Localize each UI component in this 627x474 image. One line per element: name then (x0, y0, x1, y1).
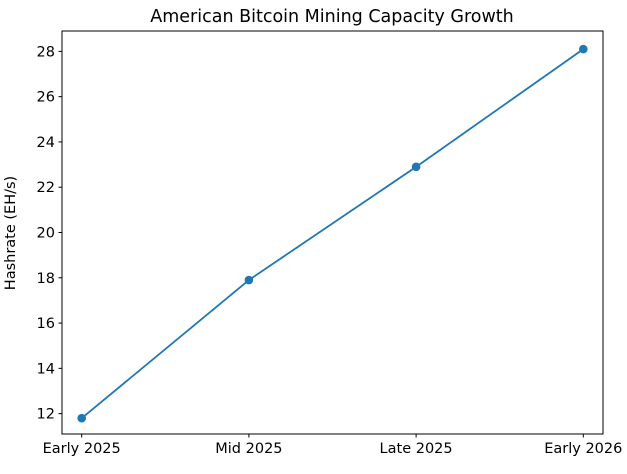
x-tick-label: Mid 2025 (215, 441, 282, 457)
trend-line (80, 48, 585, 420)
y-axis-label: Hashrate (EH/s) (3, 176, 19, 290)
data-point-marker (411, 162, 421, 172)
data-point-marker (77, 413, 86, 423)
y-tick-label: 14 (37, 361, 55, 377)
data-point-marker (579, 44, 588, 54)
data-point-marker (244, 275, 254, 285)
y-tick-label: 28 (37, 44, 55, 60)
y-tick-label: 12 (37, 407, 55, 423)
y-tick-label: 26 (37, 90, 55, 106)
axes-ticks: 12 14 16 18 20 22 24 26 28 Early 2025 Mid 2025 Late… (37, 44, 623, 457)
x-tick-label: Late 2025 (380, 441, 453, 457)
y-tick-label: 20 (37, 226, 55, 242)
y-tick-label: 24 (37, 135, 55, 151)
x-tick-label: Early 2025 (43, 441, 121, 457)
data-series (77, 44, 588, 423)
y-tick-label: 16 (37, 316, 55, 332)
y-tick-label: 18 (37, 271, 55, 287)
y-tick-label: 22 (37, 180, 55, 196)
chart-title: American Bitcoin Mining Capacity Growth (150, 7, 513, 27)
x-tick-label: Early 2026 (544, 441, 622, 457)
